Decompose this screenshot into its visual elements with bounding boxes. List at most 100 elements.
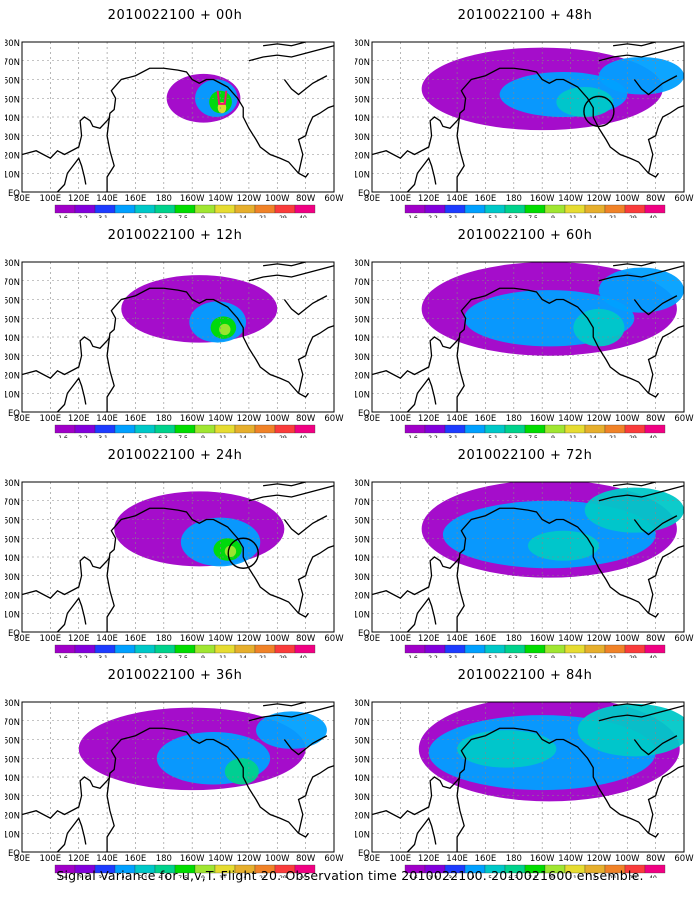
lon-tick-label: 80E xyxy=(364,414,380,424)
lat-tick-label: 10N xyxy=(5,610,20,620)
lon-tick-label: 140W xyxy=(208,414,233,424)
coastline xyxy=(598,485,684,502)
colorbar-swatch xyxy=(584,424,606,434)
colorbar-label: 5.1 xyxy=(138,435,148,438)
lat-tick-label: 40N xyxy=(5,334,20,344)
coastline xyxy=(248,265,334,282)
colorbar-label: 5.1 xyxy=(488,875,498,878)
lon-tick-label: 100E xyxy=(390,854,412,864)
colorbar-swatch xyxy=(644,424,666,434)
colorbar-label: 7.5 xyxy=(528,655,538,658)
colorbar-label: 1.6 xyxy=(58,655,68,658)
colorbar-label: 14 xyxy=(239,435,247,438)
lon-tick-label: 140E xyxy=(446,414,468,424)
coastline xyxy=(283,735,328,756)
lon-tick-label: 80W xyxy=(296,414,316,424)
lat-tick-label: 10N xyxy=(355,390,370,400)
colorbar-swatch xyxy=(584,204,606,214)
lon-tick-label: 80E xyxy=(14,854,30,864)
observation-circle xyxy=(227,537,259,569)
lon-tick-label: 160E xyxy=(475,854,497,864)
plot-area xyxy=(372,42,684,192)
colorbar-swatch xyxy=(254,204,276,214)
colorbar-label: 40 xyxy=(299,875,307,878)
colorbar-label: 2.2 xyxy=(428,215,438,218)
colorbar-label: 6.3 xyxy=(158,435,168,438)
lat-tick-label: 10N xyxy=(355,830,370,840)
colorbar-label: 21 xyxy=(259,875,267,878)
colorbar-label: 40 xyxy=(299,215,307,218)
variance-contour xyxy=(457,730,557,768)
colorbar-swatch xyxy=(234,424,256,434)
variance-contour xyxy=(528,530,599,561)
coastline xyxy=(372,556,461,600)
colorbar-label: 7.5 xyxy=(528,215,538,218)
colorbar-label: 4 xyxy=(121,655,125,658)
colorbar-swatch xyxy=(404,424,426,434)
coastline xyxy=(248,485,334,502)
colorbar-label: 1.6 xyxy=(408,655,418,658)
coastline xyxy=(598,705,684,722)
colorbar-swatch xyxy=(294,204,316,214)
colorbar-label: 2.2 xyxy=(78,435,88,438)
variance-contour xyxy=(556,87,614,117)
colorbar-swatch xyxy=(444,424,466,434)
colorbar-swatch xyxy=(94,204,116,214)
colorbar-swatch xyxy=(624,204,646,214)
colorbar-swatch xyxy=(214,204,236,214)
coastline xyxy=(22,336,111,380)
coastline xyxy=(633,735,678,756)
coastline xyxy=(283,295,328,316)
lon-tick-label: 140W xyxy=(208,634,233,644)
colorbar-swatch xyxy=(74,644,96,654)
colorbar-swatch xyxy=(294,424,316,434)
panel-title: 2010022100 + 48h xyxy=(457,8,593,23)
lon-tick-label: 80E xyxy=(14,634,30,644)
lon-tick-label: 80W xyxy=(646,414,666,424)
coastline xyxy=(598,265,684,282)
colorbar-label: 4 xyxy=(121,875,125,878)
lon-tick-label: 80W xyxy=(296,194,316,204)
lon-tick-label: 80W xyxy=(296,634,316,644)
lon-tick-label: 100W xyxy=(265,854,290,864)
colorbar-label: 40 xyxy=(299,435,307,438)
lon-tick-label: 180 xyxy=(156,194,172,204)
lat-tick-label: 40N xyxy=(355,774,370,784)
lat-tick-label: 60N xyxy=(355,297,370,307)
colorbar-label: 4 xyxy=(471,655,475,658)
colorbar-label: 14 xyxy=(589,655,597,658)
lon-tick-label: 180 xyxy=(156,854,172,864)
colorbar-label: 21 xyxy=(259,655,267,658)
plot-area xyxy=(22,482,334,632)
colorbar-label: 21 xyxy=(259,215,267,218)
colorbar-label: 29 xyxy=(279,215,287,218)
colorbar-swatch xyxy=(544,204,566,214)
colorbar-label: 5.1 xyxy=(138,655,148,658)
lat-tick-label: 10N xyxy=(355,610,370,620)
colorbar-swatch xyxy=(174,204,196,214)
lat-tick-label: 20N xyxy=(355,592,370,602)
colorbar-label: 4 xyxy=(121,215,125,218)
coastline xyxy=(283,75,328,96)
colorbar-label: 29 xyxy=(629,215,637,218)
coastline xyxy=(406,816,437,852)
lat-tick-label: 50N xyxy=(5,315,20,325)
lat-tick-label: 60N xyxy=(355,77,370,87)
colorbar-label: 3.1 xyxy=(98,215,108,218)
colorbar-swatch xyxy=(114,204,136,214)
lat-tick-label: 80N xyxy=(355,479,370,489)
coastline xyxy=(263,262,306,267)
colorbar-swatch xyxy=(214,424,236,434)
map-panel: 2010022100 + 24h 80N 70N 60N 50N 40N 30N 20N 10N… xyxy=(5,448,345,658)
colorbar-label: 11 xyxy=(569,215,577,218)
colorbar-label: 9 xyxy=(551,215,555,218)
coastline xyxy=(598,45,684,62)
colorbar-label: 6.3 xyxy=(508,435,518,438)
colorbar-swatch xyxy=(484,424,506,434)
lat-tick-label: 30N xyxy=(5,133,20,143)
lon-tick-label: 100E xyxy=(390,414,412,424)
colorbar-swatch xyxy=(464,644,486,654)
lon-tick-label: 160W xyxy=(180,854,205,864)
